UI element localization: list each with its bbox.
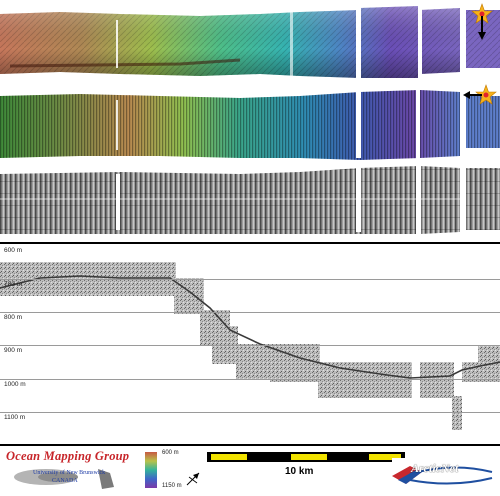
bathymetry-sun-north-panel bbox=[0, 6, 500, 80]
subbottom-profile-panel: 600 m 700 m 800 m 900 m 1000 m 1100 m bbox=[0, 244, 500, 444]
scale-label: 10 km bbox=[285, 466, 314, 477]
depth-label-700: 700 m bbox=[4, 281, 23, 288]
legend-bottom-label: 1150 m bbox=[162, 483, 182, 489]
depth-gridline bbox=[0, 312, 500, 313]
scale-bar bbox=[207, 452, 405, 462]
depth-label-1000: 1000 m bbox=[4, 381, 26, 388]
sun-direction-arrow-icon bbox=[478, 32, 486, 40]
panel-divider bbox=[0, 242, 500, 244]
arcticnet-logo-text: ArcticNet bbox=[411, 461, 459, 475]
north-arrow-icon bbox=[186, 472, 200, 486]
depth-gridline bbox=[0, 412, 500, 413]
depth-color-legend bbox=[145, 452, 157, 488]
depth-label-800: 800 m bbox=[4, 314, 23, 321]
sun-direction-arrow-icon bbox=[463, 91, 470, 99]
bathymetry-sun-west-panel bbox=[0, 90, 500, 160]
org-country: CANADA bbox=[52, 478, 78, 484]
sun-compass-icon bbox=[471, 3, 493, 40]
depth-gridline bbox=[0, 379, 500, 380]
backscatter-panel bbox=[0, 166, 500, 234]
arcticnet-logo-icon bbox=[392, 458, 496, 490]
ocean-mapping-logo-icon bbox=[14, 469, 114, 489]
org-title: Ocean Mapping Group bbox=[6, 449, 130, 463]
sun-compass-icon bbox=[463, 84, 497, 105]
subbottom-profile-echogram bbox=[0, 262, 500, 430]
org-university: University of New Brunswick bbox=[33, 470, 106, 476]
depth-label-900: 900 m bbox=[4, 347, 23, 354]
depth-gridline bbox=[0, 345, 500, 346]
depth-label-600: 600 m bbox=[4, 247, 23, 254]
depth-label-1100: 1100 m bbox=[4, 414, 26, 421]
depth-gridline bbox=[0, 279, 500, 280]
panel-divider bbox=[0, 444, 500, 446]
legend-top-label: 600 m bbox=[162, 450, 179, 456]
